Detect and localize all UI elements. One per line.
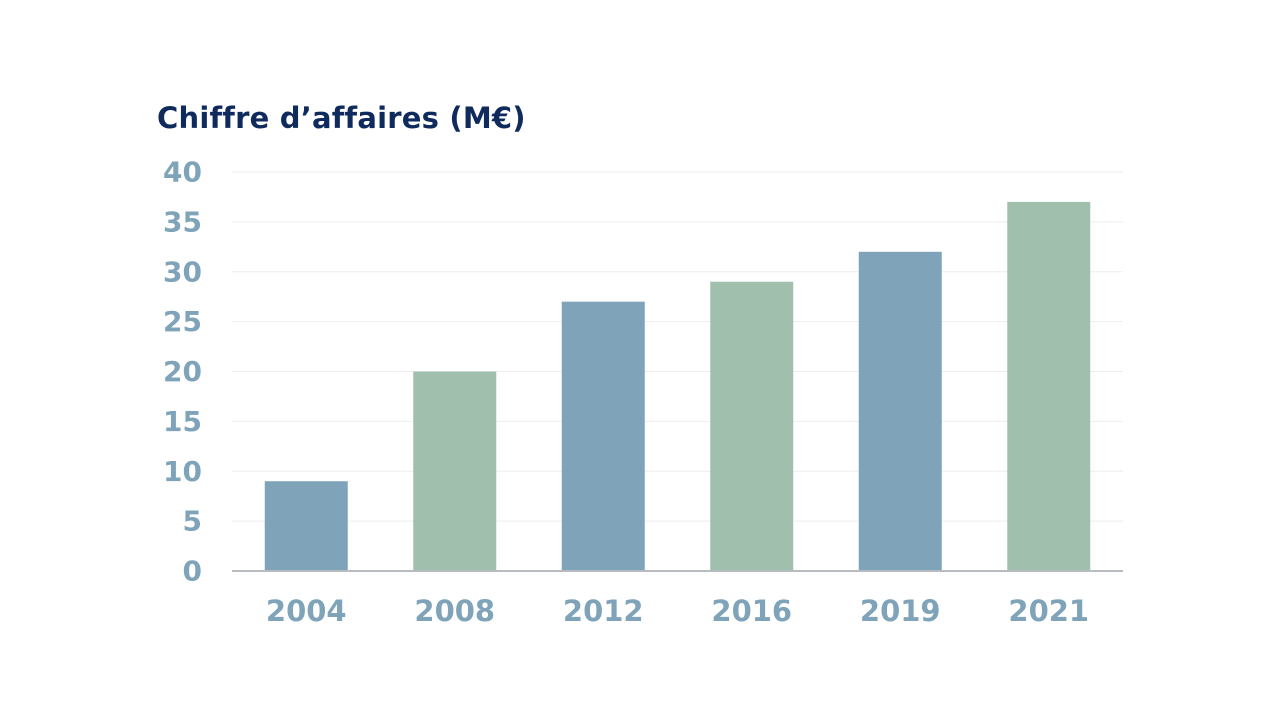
y-tick-label: 25 <box>163 305 202 338</box>
x-tick-label: 2008 <box>414 594 495 628</box>
bar <box>1007 201 1091 572</box>
bar <box>710 281 794 571</box>
bar <box>264 481 348 571</box>
y-tick-labels: 0 5 10 15 20 25 30 35 40 <box>163 156 202 588</box>
y-tick-label: 0 <box>183 555 202 588</box>
bar <box>561 301 645 571</box>
x-tick-label: 2016 <box>711 594 792 628</box>
bar <box>413 371 497 571</box>
bar <box>858 251 942 572</box>
x-tick-label: 2004 <box>266 594 347 628</box>
y-tick-label: 15 <box>163 405 202 438</box>
y-tick-label: 40 <box>163 156 202 189</box>
x-tick-label: 2012 <box>563 594 644 628</box>
gridlines <box>232 171 1123 522</box>
x-tick-labels: 2004 2008 2012 2016 2019 2021 <box>266 594 1089 628</box>
x-tick-label: 2019 <box>860 594 941 628</box>
y-tick-label: 35 <box>163 205 202 238</box>
bars <box>264 201 1091 572</box>
y-tick-label: 30 <box>163 255 202 288</box>
x-tick-label: 2021 <box>1008 594 1089 628</box>
y-tick-label: 5 <box>183 505 202 538</box>
y-tick-label: 10 <box>163 455 202 488</box>
chart-title: Chiffre d’affaires (M€) <box>157 101 526 135</box>
y-tick-label: 20 <box>163 355 202 388</box>
